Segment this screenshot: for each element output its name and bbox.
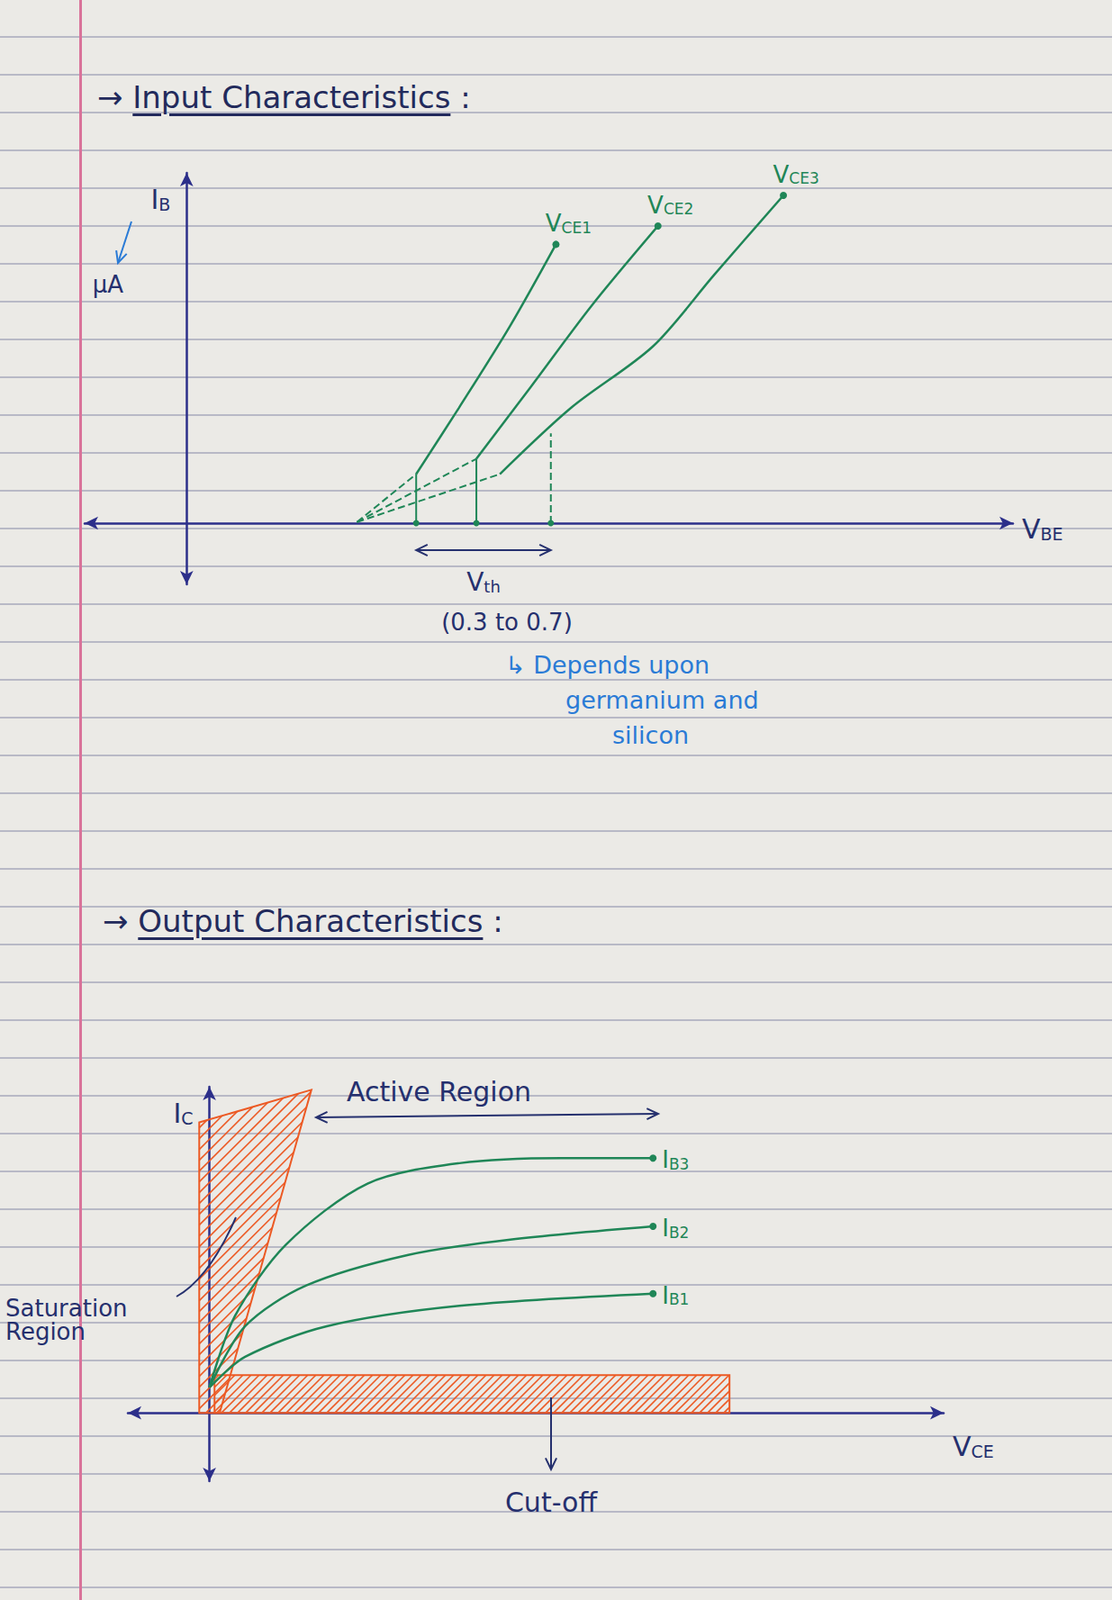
svg-text:V: V — [1021, 513, 1041, 545]
svg-text:B1: B1 — [669, 1290, 689, 1309]
svg-text:V: V — [545, 209, 562, 237]
svg-text:V: V — [647, 191, 664, 219]
svg-text:Active Region: Active Region — [346, 1075, 532, 1108]
svg-text:CE: CE — [971, 1441, 995, 1462]
svg-text:Saturation: Saturation — [5, 1294, 128, 1322]
svg-text:Cut-off: Cut-off — [505, 1486, 598, 1519]
svg-text:I: I — [661, 1146, 670, 1174]
svg-text:germanium and: germanium and — [565, 686, 760, 715]
svg-text:(0.3 to 0.7): (0.3 to 0.7) — [441, 608, 573, 636]
svg-text:C: C — [180, 1108, 193, 1129]
svg-text:μA: μA — [92, 271, 125, 299]
svg-text:CE1: CE1 — [561, 218, 592, 237]
svg-text:V: V — [952, 1430, 972, 1463]
svg-text:B2: B2 — [669, 1223, 689, 1242]
svg-text:↳ Depends upon: ↳ Depends upon — [505, 650, 710, 679]
svg-text:B3: B3 — [669, 1155, 689, 1174]
svg-text:CE2: CE2 — [663, 199, 694, 218]
svg-text:CE3: CE3 — [788, 169, 819, 188]
svg-text:th: th — [483, 577, 500, 597]
svg-text:V: V — [466, 567, 484, 597]
svg-text:Region: Region — [5, 1318, 86, 1346]
svg-text:silicon: silicon — [612, 721, 689, 750]
svg-text:I: I — [150, 183, 159, 216]
svg-text:V: V — [772, 161, 789, 189]
svg-text:I: I — [661, 1282, 670, 1310]
svg-text:I: I — [661, 1214, 670, 1242]
svg-text:B: B — [158, 194, 171, 215]
svg-text:I: I — [172, 1097, 181, 1130]
svg-text:BE: BE — [1040, 524, 1064, 544]
html-text:→ Input Characteristics:: → Input Characteristics: — [97, 79, 471, 116]
html-text:→ Output Characteristics:: → Output Characteristics: — [102, 903, 504, 940]
